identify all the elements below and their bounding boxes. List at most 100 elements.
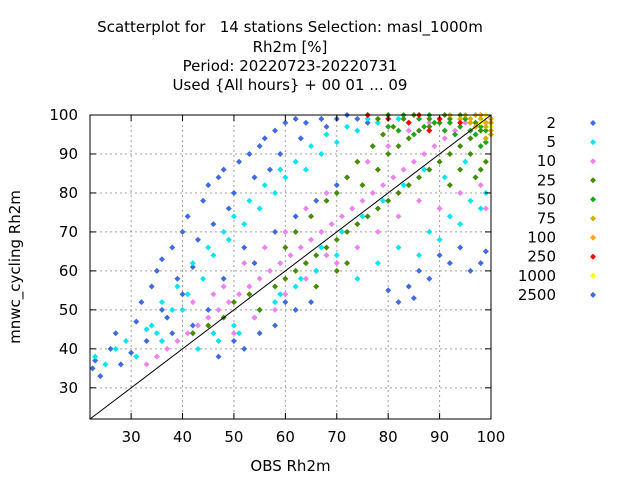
data-point	[205, 314, 212, 321]
data-point	[158, 256, 165, 263]
data-point	[333, 260, 340, 267]
data-point	[338, 213, 345, 220]
data-point	[241, 221, 248, 228]
data-point	[138, 299, 145, 306]
data-point	[194, 322, 201, 329]
data-point	[215, 338, 222, 345]
y-tick-label: 40	[59, 340, 78, 358]
data-point	[323, 252, 330, 259]
data-point	[426, 123, 433, 130]
data-point	[272, 228, 279, 235]
data-point	[405, 182, 412, 189]
data-point	[266, 267, 273, 274]
data-point	[457, 143, 464, 150]
data-point	[302, 205, 309, 212]
data-point	[148, 322, 155, 329]
data-point	[92, 357, 99, 364]
data-point	[364, 213, 371, 220]
data-point	[410, 131, 417, 138]
data-point	[272, 127, 279, 134]
legend-entry: 100	[527, 229, 596, 247]
data-point	[210, 221, 217, 228]
data-point	[261, 182, 268, 189]
data-point	[308, 236, 315, 243]
x-tick-label: 40	[173, 428, 192, 446]
data-point	[287, 252, 294, 259]
data-point	[200, 275, 207, 282]
data-point	[416, 115, 423, 122]
data-point	[292, 115, 299, 122]
data-point	[446, 150, 453, 157]
data-point	[364, 119, 371, 126]
data-point	[112, 345, 119, 352]
data-point	[205, 182, 212, 189]
data-point	[416, 174, 423, 181]
data-point	[477, 143, 484, 150]
data-point	[236, 291, 243, 298]
data-point	[308, 143, 315, 150]
data-point	[282, 291, 289, 298]
data-point	[256, 143, 263, 150]
data-point	[462, 119, 469, 126]
data-point	[261, 244, 268, 251]
data-point	[354, 127, 361, 134]
data-point	[369, 189, 376, 196]
data-point	[143, 338, 150, 345]
data-point	[333, 236, 340, 243]
data-point	[246, 291, 253, 298]
data-point	[272, 306, 279, 313]
data-point	[441, 127, 448, 134]
data-point	[482, 139, 489, 146]
data-point	[292, 158, 299, 165]
data-point	[292, 283, 299, 290]
data-point	[97, 373, 104, 380]
data-point	[215, 353, 222, 360]
data-point	[164, 345, 171, 352]
y-tick-label: 30	[59, 379, 78, 397]
data-point	[416, 252, 423, 259]
data-point	[354, 115, 361, 122]
data-point	[256, 205, 263, 212]
data-point	[354, 244, 361, 251]
data-point	[395, 115, 402, 122]
data-point	[426, 228, 433, 235]
data-point	[359, 197, 366, 204]
x-tick-label: 90	[430, 428, 449, 446]
data-point	[405, 119, 412, 126]
data-point	[292, 267, 299, 274]
y-tick-label: 80	[59, 184, 78, 202]
data-point	[102, 361, 109, 368]
data-point	[431, 119, 438, 126]
data-point	[158, 306, 165, 313]
data-point	[282, 119, 289, 126]
data-point	[462, 158, 469, 165]
x-tick-label: 60	[276, 428, 295, 446]
data-point	[308, 299, 315, 306]
data-point	[416, 127, 423, 134]
legend-entry: 25	[537, 171, 596, 189]
data-point	[89, 365, 96, 372]
data-point	[472, 131, 479, 138]
data-point	[205, 306, 212, 313]
data-point	[230, 299, 237, 306]
data-point	[153, 353, 160, 360]
data-point	[117, 361, 124, 368]
data-point	[369, 143, 376, 150]
data-point	[452, 131, 459, 138]
legend-entry: 75	[537, 210, 596, 228]
data-point	[441, 135, 448, 142]
data-point	[472, 174, 479, 181]
data-point	[380, 182, 387, 189]
data-point	[251, 260, 258, 267]
data-point	[446, 260, 453, 267]
data-point	[467, 197, 474, 204]
legend-entry: 50	[537, 190, 596, 208]
data-point	[467, 119, 474, 126]
data-point	[421, 166, 428, 173]
data-point	[194, 236, 201, 243]
x-axis-label: OBS Rh2m	[250, 457, 330, 475]
data-point	[385, 287, 392, 294]
data-point	[467, 135, 474, 142]
